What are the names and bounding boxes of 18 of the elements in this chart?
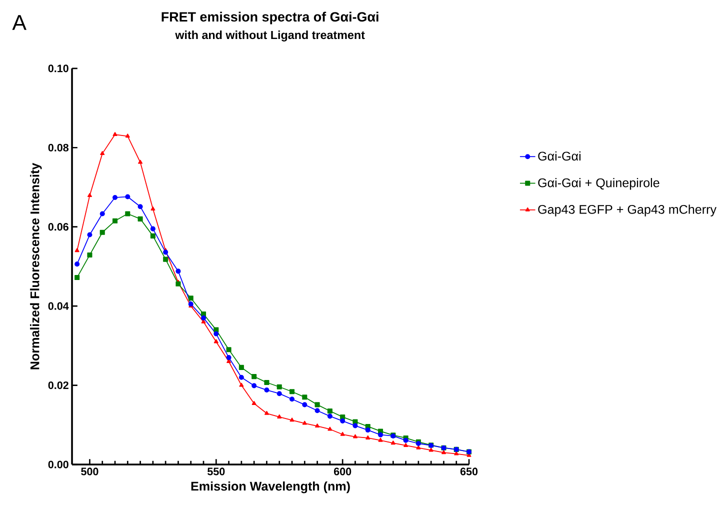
y-axis-title: Normalized Fluorescence Intensity xyxy=(30,163,42,370)
y-tick-label: 0.08 xyxy=(48,144,69,152)
legend-label: Gαi-Gαi + Quinepirole xyxy=(538,178,660,190)
y-tick-label: 0.04 xyxy=(48,302,69,310)
chart-subtitle: with and without Ligand treatment xyxy=(175,30,365,42)
legend-label: Gαi-Gαi xyxy=(538,152,580,161)
y-tick-label: 0.10 xyxy=(48,64,68,72)
y-tick-label: 0.00 xyxy=(48,460,68,468)
text: A xyxy=(12,15,26,30)
y-tick-label: 0.02 xyxy=(48,382,68,390)
x-tick-label: 650 xyxy=(460,468,478,476)
x-tick-label: 500 xyxy=(81,468,98,476)
x-tick-label: 600 xyxy=(334,468,352,476)
legend-label: Gap43 EGFP + Gap43 mCherry xyxy=(538,204,716,217)
x-axis-title: Emission Wavelength (nm) xyxy=(191,482,350,494)
y-tick-label: 0.06 xyxy=(48,223,68,231)
chart-title: FRET emission spectra of Gαi-Gαi xyxy=(162,12,378,24)
x-tick-label: 550 xyxy=(208,468,225,476)
